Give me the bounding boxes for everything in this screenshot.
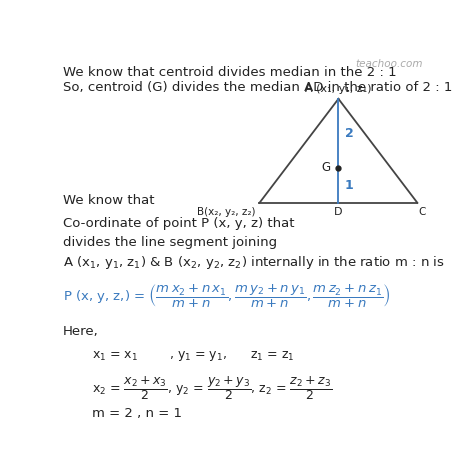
Text: A (x₁, y₁, z₁): A (x₁, y₁, z₁) <box>305 84 372 94</box>
Text: x$_2$ = $\dfrac{x_2+x_3}{2}$, y$_2$ = $\dfrac{y_2+y_3}{2}$, z$_2$ = $\dfrac{z_2+: x$_2$ = $\dfrac{x_2+x_3}{2}$, y$_2$ = $\… <box>92 374 332 402</box>
Text: x$_1$ = x$_1$        , y$_1$ = y$_1$,      z$_1$ = z$_1$: x$_1$ = x$_1$ , y$_1$ = y$_1$, z$_1$ = z… <box>92 349 295 363</box>
Text: So, centroid (G) divides the median AD in the ratio of 2 : 1: So, centroid (G) divides the median AD i… <box>63 81 452 93</box>
Text: 2: 2 <box>345 127 354 140</box>
Text: teachoo.com: teachoo.com <box>356 59 423 69</box>
Text: m = 2 , n = 1: m = 2 , n = 1 <box>92 407 182 420</box>
Text: G: G <box>321 161 330 174</box>
Text: We know that: We know that <box>63 194 155 207</box>
Text: divides the line segment joining: divides the line segment joining <box>63 236 277 249</box>
Text: P (x, y, z,) = $\left(\dfrac{m\,x_2+n\,x_1}{m+n},\dfrac{m\,y_2+n\,y_1}{m+n},\dfr: P (x, y, z,) = $\left(\dfrac{m\,x_2+n\,x… <box>63 283 391 310</box>
Text: B(x₂, y₂, z₂): B(x₂, y₂, z₂) <box>197 207 256 217</box>
Text: A (x$_1$, y$_1$, z$_1$) & B (x$_2$, y$_2$, z$_2$) internally in the ratio m : n : A (x$_1$, y$_1$, z$_1$) & B (x$_2$, y$_2… <box>63 254 445 271</box>
Text: Here,: Here, <box>63 325 99 338</box>
Text: D: D <box>334 207 343 217</box>
Text: Co-ordinate of point P (x, y, z) that: Co-ordinate of point P (x, y, z) that <box>63 218 294 230</box>
Text: We know that centroid divides median in the 2 : 1: We know that centroid divides median in … <box>63 66 397 79</box>
Text: 1: 1 <box>345 179 354 192</box>
Text: C(x₃, y₃, z: C(x₃, y₃, z <box>419 207 470 217</box>
